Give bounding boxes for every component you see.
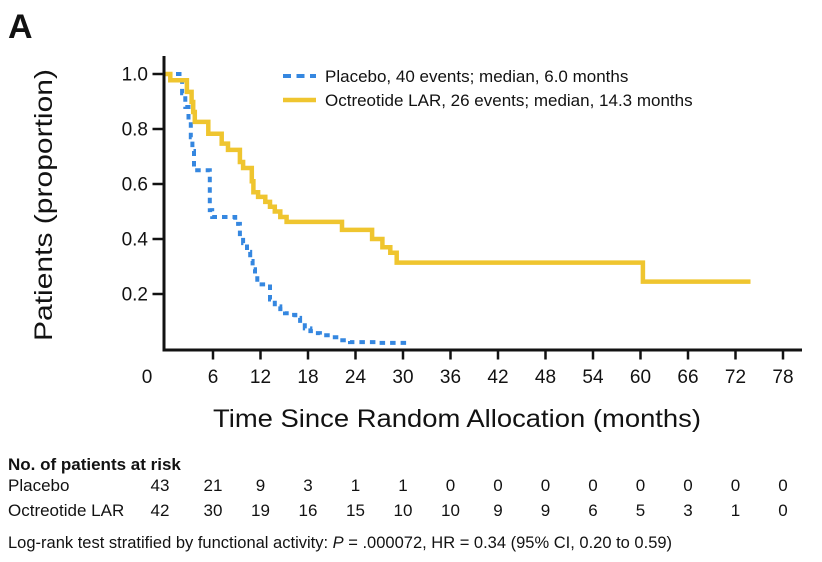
x-tick-label: 60 [630,367,651,388]
risk-count: 0 [778,476,787,495]
risk-count: 0 [636,476,645,495]
risk-count: 0 [588,476,597,495]
x-tick-label: 78 [772,367,793,388]
placebo-curve [165,72,411,345]
risk-count: 3 [303,476,312,495]
y-tick-group: 1.0 0.8 0.6 0.4 0.2 [122,65,163,306]
x-tick-label: 24 [345,367,367,388]
x-axis: 0 6 12 18 24 30 36 42 48 54 60 66 72 78 Time Since Ra… [142,348,802,433]
risk-count: 0 [778,501,787,520]
risk-count: 1 [731,501,740,520]
x-tick-label: 18 [297,367,318,388]
x-tick-label: 54 [582,367,604,388]
risk-count: 15 [346,501,365,520]
x-tick-label: 30 [392,367,413,388]
risk-count: 0 [731,476,740,495]
y-axis-title: Patients (proportion) [30,69,58,341]
risk-count: 5 [636,501,645,520]
risk-count: 0 [683,476,692,495]
x-tick-label: 6 [208,367,219,388]
risk-count: 1 [398,476,407,495]
risk-count: 9 [493,501,502,520]
risk-table: No. of patients at risk Placebo Octreoti… [8,455,788,520]
risk-count: 1 [351,476,360,495]
footnote-p-symbol: P [333,534,344,552]
y-tick-label: 0.2 [122,285,148,306]
risk-count: 3 [683,501,692,520]
legend: Placebo, 40 events; median, 6.0 months O… [283,67,693,110]
x-tick-label: 66 [677,367,698,388]
x-tick-label: 36 [440,367,461,388]
curves [165,71,751,345]
risk-count: 0 [446,476,455,495]
y-tick-label: 0.4 [122,230,149,251]
risk-count: 6 [588,501,597,520]
x-tick-group: 0 6 12 18 24 30 36 42 48 54 60 66 72 78 [142,350,794,388]
risk-row-label-octreotide: Octreotide LAR [8,501,124,520]
risk-count: 43 [151,476,170,495]
footnote-log-rank: Log-rank test stratified by functional a… [8,534,672,552]
risk-table-title: No. of patients at risk [8,455,181,474]
risk-count: 21 [204,476,223,495]
y-tick-label: 1.0 [122,65,148,86]
risk-count: 10 [441,501,460,520]
risk-count: 9 [256,476,265,495]
x-tick-label: 12 [250,367,271,388]
risk-count: 0 [541,476,550,495]
y-axis: 1.0 0.8 0.6 0.4 0.2 Patients (proportion) [30,56,166,352]
risk-count: 30 [204,501,223,520]
octreotide-legend-label: Octreotide LAR, 26 events; median, 14.3 … [325,91,693,110]
x-axis-title: Time Since Random Allocation (months) [213,405,701,433]
x-tick-label: 72 [725,367,746,388]
placebo-legend-label: Placebo, 40 events; median, 6.0 months [325,67,628,86]
octreotide-lar-curve [165,71,751,284]
y-tick-label: 0.6 [122,175,148,196]
risk-count: 10 [394,501,413,520]
risk-row-label-placebo: Placebo [8,476,69,495]
x-tick-label: 0 [142,367,153,388]
risk-count: 0 [493,476,502,495]
footnote-suffix: = .000072, HR = 0.34 (95% CI, 0.20 to 0.… [344,534,672,552]
panel-label: A [8,8,33,46]
x-tick-label: 42 [487,367,508,388]
risk-count: 9 [541,501,550,520]
risk-count: 16 [299,501,318,520]
risk-count-group: 43 21 9 3 1 1 0 0 0 0 0 0 0 042 30 19 16 15 10 10 9 9 6 5 3 1 0 [151,476,788,520]
risk-count: 19 [251,501,270,520]
x-tick-label: 48 [535,367,556,388]
y-tick-label: 0.8 [122,120,148,141]
risk-count: 42 [151,501,170,520]
footnote-prefix: Log-rank test stratified by functional a… [8,534,333,552]
